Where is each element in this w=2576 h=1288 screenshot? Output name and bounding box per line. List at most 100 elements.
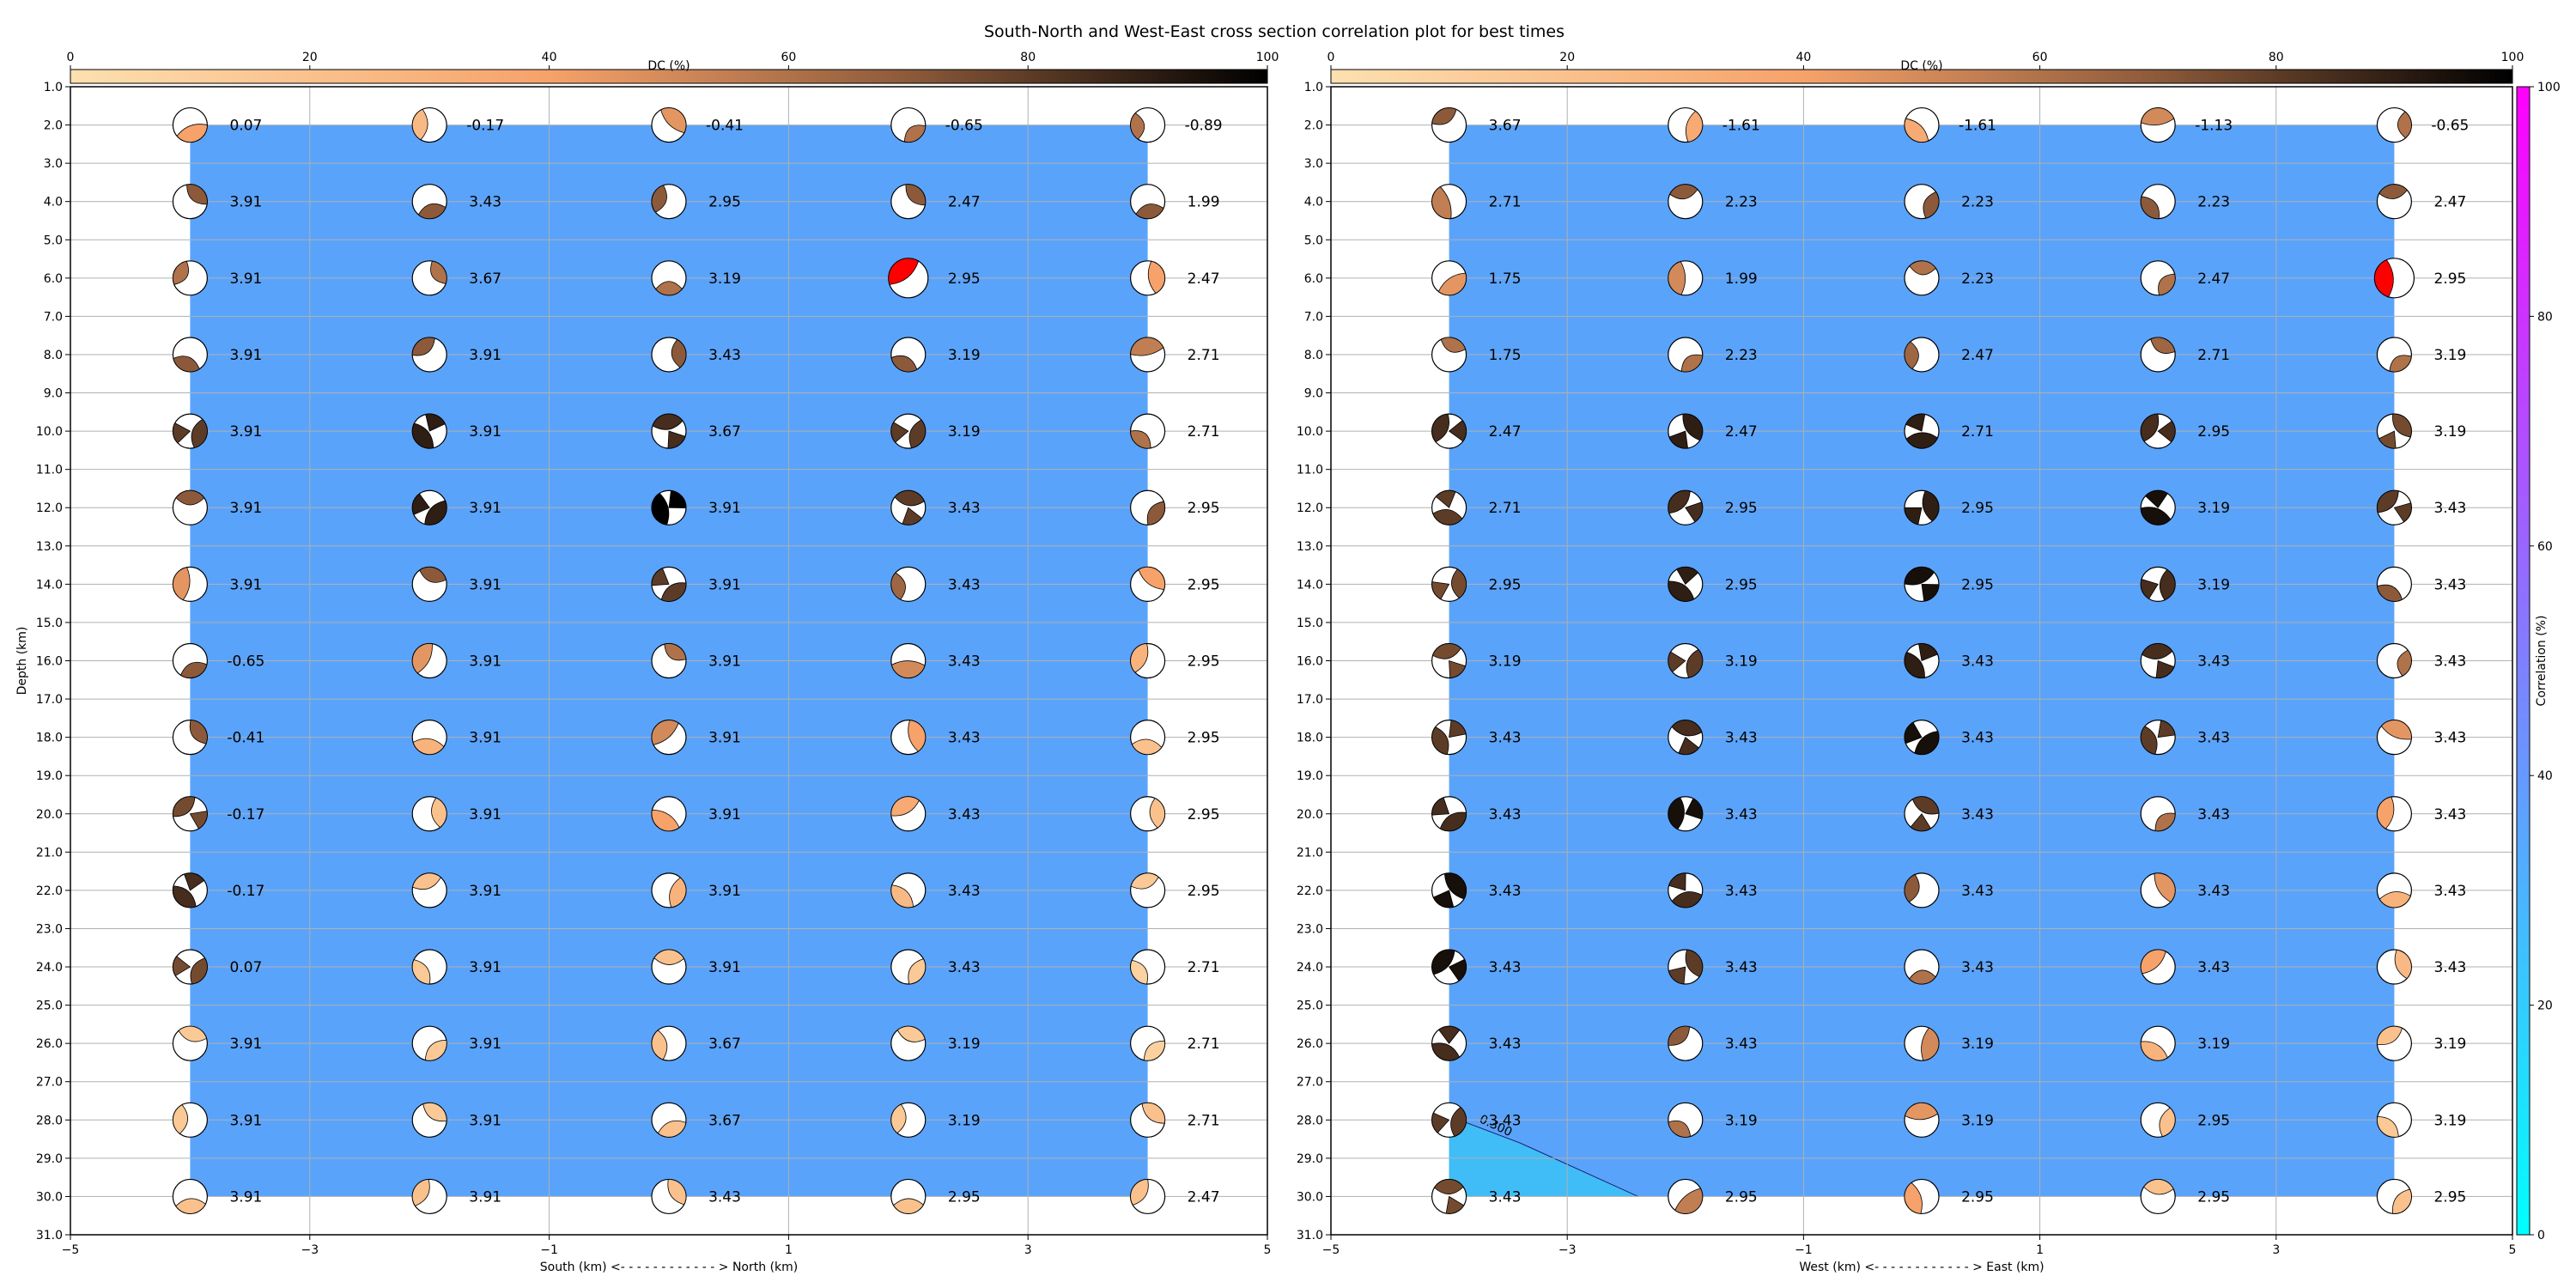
point-value-label: 3.43 [1725, 730, 1758, 747]
point-value-label: 3.19 [1961, 1036, 1994, 1053]
beachball-13-4 [1129, 1102, 1166, 1138]
beachball-compressional [1440, 337, 1467, 353]
y-tick-label: 5.0 [1304, 234, 1323, 247]
point-value-label: 3.91 [708, 653, 741, 671]
beachball-compressional [2397, 111, 2412, 139]
beachball-compressional-2 [1685, 798, 1704, 820]
dc-colorbar-1 [1330, 69, 2513, 84]
y-tick-label: 30.0 [1297, 1190, 1323, 1204]
point-value-label: 3.67 [1489, 118, 1522, 135]
beachball-1-0 [1431, 184, 1467, 220]
beachball-compressional-2 [1678, 736, 1700, 755]
beachball-compressional [1909, 969, 1936, 985]
point-value-label: 2.71 [1188, 423, 1220, 440]
beachball-compressional [2392, 1188, 2412, 1214]
beachball-compressional [2154, 872, 2176, 903]
point-value-label: 2.95 [2197, 1112, 2230, 1129]
point-value-label: 3.91 [469, 883, 501, 900]
beachball-5-1 [411, 489, 447, 526]
beachball-10-3 [890, 872, 927, 908]
point-value-label: 3.43 [2433, 730, 2466, 747]
beachball-compressional [1130, 959, 1148, 985]
beachball-compressional [1922, 490, 1940, 522]
point-value-label: 3.19 [1489, 653, 1522, 671]
x-tick-label: −3 [1558, 1243, 1577, 1257]
point-value-label: 2.95 [1188, 883, 1220, 900]
point-value-label: 3.91 [229, 423, 262, 440]
beachball-13-1 [411, 1102, 447, 1138]
beachball-compressional-2 [2145, 489, 2168, 508]
dc-colorbar-tick-label: 100 [1256, 51, 1279, 64]
point-value-label: 3.91 [469, 500, 501, 517]
beachball-2-3 [888, 258, 929, 299]
beachball-8-2 [1904, 720, 1940, 756]
y-tick-label: 19.0 [36, 769, 63, 783]
point-value-label: 3.91 [708, 500, 741, 517]
beachball-2-1 [1668, 260, 1704, 296]
beachball-compressional-2 [651, 568, 670, 586]
point-value-label: -0.65 [945, 118, 983, 135]
beachball-compressional [908, 720, 927, 752]
y-tick-label: 16.0 [36, 655, 63, 669]
beachball-compressional [890, 884, 914, 908]
beachball-compressional [2377, 1025, 2403, 1046]
point-value-label: 3.91 [229, 1188, 262, 1206]
beachball-9-2 [1904, 796, 1940, 832]
beachball-3-3 [890, 337, 927, 373]
beachball-6-4 [1129, 566, 1166, 602]
beachball-compressional [1669, 184, 1698, 200]
beachball-compressional [1141, 1102, 1165, 1124]
beachball-compressional-2 [1676, 566, 1699, 585]
point-value-label: 3.43 [948, 653, 981, 671]
dc-colorbar-label: DC (%) [1900, 59, 1942, 73]
beachball-13-1 [1668, 1102, 1704, 1138]
point-value-label: 3.91 [469, 423, 501, 440]
beachball-9-2 [651, 796, 687, 832]
beachball-compressional [1909, 260, 1936, 276]
dc-colorbar-tick-label: 0 [67, 51, 75, 64]
point-value-label: 3.19 [2197, 1036, 2230, 1053]
point-value-label: -0.65 [2431, 118, 2469, 135]
point-value-label: 3.43 [2197, 806, 2230, 823]
beachball-compressional [180, 661, 208, 678]
corr-colorbar-tick-label: 20 [2537, 999, 2553, 1013]
point-value-label: 2.47 [1489, 423, 1522, 440]
y-tick-label: 21.0 [1297, 846, 1323, 860]
point-value-label: 3.19 [708, 270, 741, 288]
point-value-label: 3.43 [1961, 730, 1994, 747]
beachball-11-4 [1129, 949, 1166, 985]
point-value-label: 2.95 [2197, 423, 2230, 440]
point-value-label: -0.65 [227, 653, 264, 671]
correlation-fill-low [1449, 1115, 1638, 1197]
beachball-compressional [411, 337, 435, 356]
point-value-label: 2.23 [2197, 194, 2230, 211]
y-tick-label: 18.0 [36, 732, 63, 745]
beachball-compressional-2 [1668, 651, 1686, 673]
beachball-compressional [893, 1198, 924, 1214]
beachball-11-1 [411, 949, 447, 985]
beachball-compressional [1431, 726, 1449, 755]
beachball-14-3 [2140, 1178, 2176, 1215]
point-value-label: 3.43 [1725, 883, 1758, 900]
beachball-9-3 [2140, 796, 2176, 832]
beachball-compressional-2 [1685, 501, 1704, 523]
contour-line [1449, 1115, 1638, 1197]
point-value-label: 3.91 [708, 730, 741, 747]
point-value-label: 3.43 [948, 883, 981, 900]
beachball-compressional [411, 108, 428, 141]
point-value-label: 3.43 [2433, 653, 2466, 671]
beachball-13-4 [2376, 1102, 2412, 1138]
beachball-compressional [1149, 798, 1165, 829]
y-tick-label: 7.0 [44, 310, 63, 324]
beachball-11-2 [651, 949, 687, 985]
point-value-label: 3.43 [2433, 500, 2466, 517]
beachball-compressional [1914, 731, 1940, 755]
point-value-label: 2.71 [1188, 1112, 1220, 1129]
beachball-compressional [1668, 580, 1695, 602]
beachball-compressional [173, 355, 200, 373]
beachball-8-4 [1129, 720, 1166, 756]
beachball-2-0 [172, 260, 208, 296]
beachball-compressional-2 [1431, 797, 1450, 816]
beachball-compressional [2394, 949, 2412, 980]
